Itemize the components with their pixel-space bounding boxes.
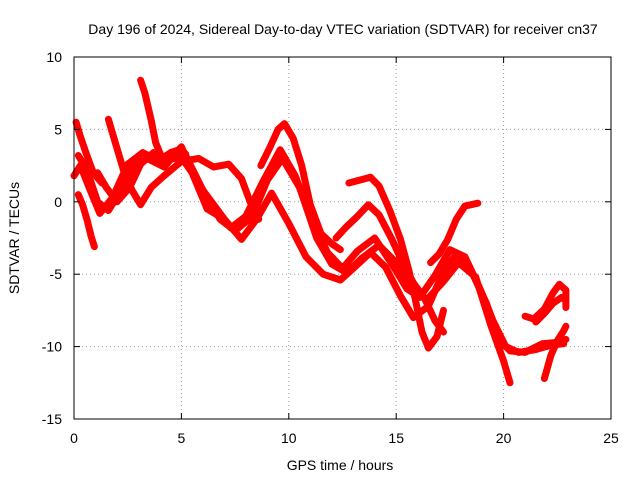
- series-line: [74, 191, 98, 251]
- series-group: [70, 76, 570, 387]
- series-line: [137, 76, 190, 162]
- x-tick-label: 10: [281, 430, 297, 446]
- y-tick-label: -15: [42, 411, 62, 427]
- grid: [74, 57, 611, 419]
- series-line: [521, 280, 570, 323]
- x-tick-label: 25: [603, 430, 619, 446]
- plot-frame: [73, 56, 612, 420]
- y-tick-label: -10: [42, 339, 62, 355]
- series-line: [540, 322, 570, 382]
- series-line: [427, 199, 482, 267]
- series-track-4: [72, 118, 106, 187]
- x-axis-label: GPS time / hours: [287, 457, 394, 473]
- series-track-9: [345, 173, 447, 352]
- series-line: [345, 173, 447, 352]
- y-tick-label: 5: [54, 121, 62, 137]
- series-track-14: [532, 293, 570, 326]
- series-track-8: [257, 120, 344, 254]
- series-line: [532, 293, 570, 326]
- series-track-6: [137, 76, 190, 162]
- y-tick-label: -5: [50, 266, 63, 282]
- series-line: [72, 118, 106, 187]
- series-line: [257, 120, 344, 254]
- y-tick-label: 10: [46, 49, 62, 65]
- y-axis-label: SDTVAR / TECUs: [6, 182, 22, 294]
- x-tick-label: 5: [178, 430, 186, 446]
- x-tick-label: 20: [496, 430, 512, 446]
- series-track-3: [94, 149, 514, 387]
- x-tick-label: 0: [70, 430, 78, 446]
- series-track-5: [104, 115, 263, 223]
- chart-title: Day 196 of 2024, Sidereal Day-to-day VTE…: [88, 21, 598, 37]
- series-track-10: [427, 199, 482, 267]
- series-line: [94, 149, 514, 387]
- series-track-13: [540, 322, 570, 382]
- x-tick-label: 15: [388, 430, 404, 446]
- series-line: [332, 201, 447, 336]
- series-track-7: [74, 191, 98, 251]
- series-line: [104, 115, 263, 223]
- y-tick-label: 0: [54, 194, 62, 210]
- series-track-12: [521, 280, 570, 323]
- series-track-11: [332, 201, 447, 336]
- ticks: 0 5 10 15 20 25 10 5 0 -5 -10 -15: [42, 49, 619, 446]
